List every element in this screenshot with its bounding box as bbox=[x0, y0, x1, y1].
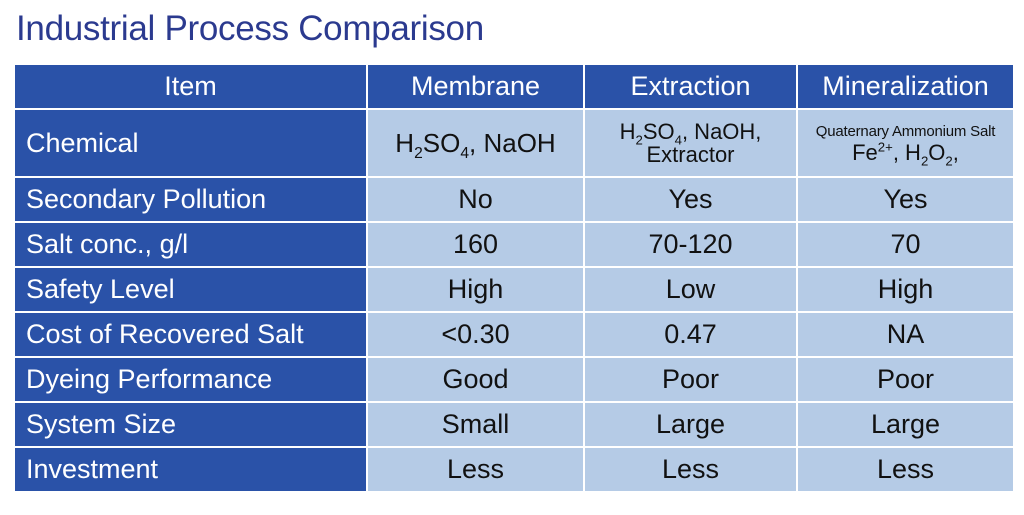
table-row-chemical: Chemical H2SO4, NaOH H2SO4, NaOH, Extrac… bbox=[15, 110, 1013, 176]
cell-extraction: Low bbox=[585, 268, 796, 311]
row-label: Salt conc., g/l bbox=[15, 223, 366, 266]
cell-membrane: <0.30 bbox=[368, 313, 583, 356]
cell-extraction: 0.47 bbox=[585, 313, 796, 356]
header-extraction: Extraction bbox=[585, 65, 796, 108]
row-label: Chemical bbox=[15, 110, 366, 176]
page-title: Industrial Process Comparison bbox=[16, 9, 484, 48]
cell-extraction: 70-120 bbox=[585, 223, 796, 266]
table-row: Dyeing Performance Good Poor Poor bbox=[15, 358, 1013, 401]
cell-extraction-chemical: H2SO4, NaOH, Extractor bbox=[585, 110, 796, 176]
cell-mineralization: NA bbox=[798, 313, 1013, 356]
cell-extraction: Poor bbox=[585, 358, 796, 401]
row-label: Dyeing Performance bbox=[15, 358, 366, 401]
header-mineralization: Mineralization bbox=[798, 65, 1013, 108]
row-label: Cost of Recovered Salt bbox=[15, 313, 366, 356]
cell-mineralization: Large bbox=[798, 403, 1013, 446]
cell-mineralization: Yes bbox=[798, 178, 1013, 221]
cell-extraction: Large bbox=[585, 403, 796, 446]
table-row: Safety Level High Low High bbox=[15, 268, 1013, 311]
table-row: Investment Less Less Less bbox=[15, 448, 1013, 491]
cell-mineralization: Poor bbox=[798, 358, 1013, 401]
cell-membrane: Less bbox=[368, 448, 583, 491]
row-label: Investment bbox=[15, 448, 366, 491]
row-label: Safety Level bbox=[15, 268, 366, 311]
cell-membrane: 160 bbox=[368, 223, 583, 266]
row-label: Secondary Pollution bbox=[15, 178, 366, 221]
cell-membrane: Small bbox=[368, 403, 583, 446]
cell-mineralization: Less bbox=[798, 448, 1013, 491]
header-row: Item Membrane Extraction Mineralization bbox=[15, 65, 1013, 108]
row-label: System Size bbox=[15, 403, 366, 446]
cell-extraction: Yes bbox=[585, 178, 796, 221]
table-row: Secondary Pollution No Yes Yes bbox=[15, 178, 1013, 221]
header-membrane: Membrane bbox=[368, 65, 583, 108]
cell-mineralization-chemical: Quaternary Ammonium Salt Fe2+, H2O2, bbox=[798, 110, 1013, 176]
cell-membrane: High bbox=[368, 268, 583, 311]
table-row: Salt conc., g/l 160 70-120 70 bbox=[15, 223, 1013, 266]
table-row: Cost of Recovered Salt <0.30 0.47 NA bbox=[15, 313, 1013, 356]
cell-membrane: No bbox=[368, 178, 583, 221]
cell-membrane: Good bbox=[368, 358, 583, 401]
cell-membrane-chemical: H2SO4, NaOH bbox=[368, 110, 583, 176]
cell-mineralization: High bbox=[798, 268, 1013, 311]
cell-extraction: Less bbox=[585, 448, 796, 491]
cell-mineralization: 70 bbox=[798, 223, 1013, 266]
header-item: Item bbox=[15, 65, 366, 108]
table-row: System Size Small Large Large bbox=[15, 403, 1013, 446]
comparison-table: Item Membrane Extraction Mineralization … bbox=[13, 63, 1015, 493]
